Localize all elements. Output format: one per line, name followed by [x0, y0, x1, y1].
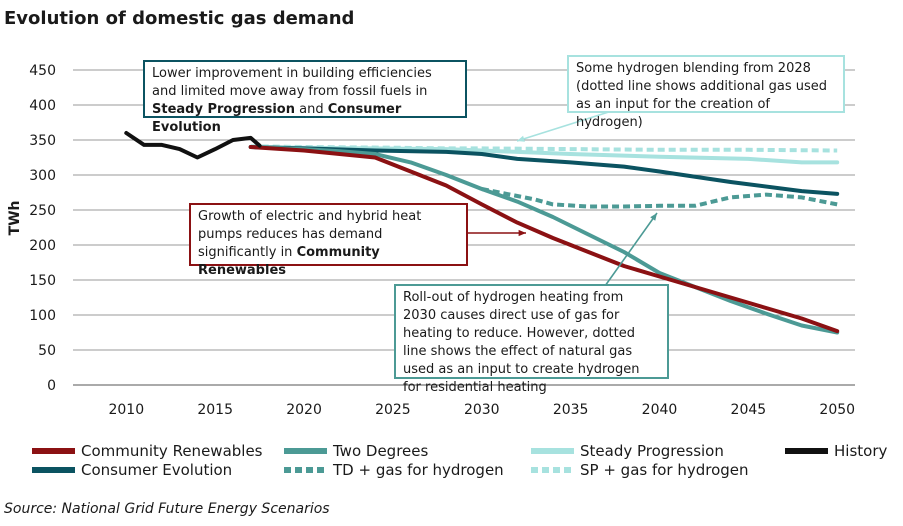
legend-label-history: History	[834, 442, 887, 460]
legend-label-two-degrees: Two Degrees	[332, 442, 428, 460]
y-tick-label: 50	[38, 343, 56, 359]
series-line-consumer	[248, 145, 840, 196]
annotation-bold-consumer: Consumer Evolution	[152, 102, 402, 135]
arrow-hydrogen-heating-head	[650, 213, 657, 221]
annotation-hydrogen-heating: Roll-out of hydrogen heating from 2030 c…	[394, 284, 669, 395]
x-tick-label: 2045	[731, 402, 767, 418]
annotation-text-mid: and	[295, 102, 328, 117]
legend-label-steady: Steady Progression	[580, 442, 724, 460]
legend: Community Renewables Two Degrees Steady Pr…	[32, 442, 887, 479]
annotation-text: Some hydrogen blending from 2028 (dotted…	[576, 61, 828, 130]
legend-label-consumer: Consumer Evolution	[81, 461, 232, 479]
x-tick-label: 2050	[819, 402, 855, 418]
y-tick-label: 400	[29, 98, 56, 114]
annotation-heat-pumps: Growth of electric and hybrid heat pumps…	[189, 203, 468, 278]
series-line-two-degrees	[248, 145, 840, 335]
annotation-text: Roll-out of hydrogen heating from 2030 c…	[403, 290, 640, 395]
legend-label-community: Community Renewables	[81, 442, 263, 460]
x-tick-label: 2010	[108, 402, 144, 418]
legend-label-sp-h2: SP + gas for hydrogen	[580, 461, 749, 479]
series-line-sp-h2	[250, 144, 838, 153]
y-tick-label: 0	[47, 378, 56, 394]
annotation-arrows	[468, 109, 658, 287]
x-tick-label: 2020	[286, 402, 322, 418]
x-tick-label: 2040	[642, 402, 678, 418]
x-tick-label: 2015	[197, 402, 233, 418]
source-note: Source: National Grid Future Energy Scen…	[4, 501, 330, 517]
series-lines	[124, 131, 840, 335]
y-tick-label: 450	[29, 63, 56, 79]
annotation-building-efficiency: Lower improvement in building efficienci…	[143, 60, 467, 135]
arrow-hydrogen-heating	[604, 212, 658, 287]
chart-title: Evolution of domestic gas demand	[4, 8, 354, 29]
y-tick-label: 250	[29, 203, 56, 219]
arrow-heat-pumps-head	[518, 229, 526, 237]
x-tick-labels: 2010 2015 2020 2025 2030 2035 2040 2045 2050	[108, 402, 855, 418]
arrow-hydrogen-blending-head	[517, 135, 525, 142]
arrow-hydrogen-blending	[516, 109, 616, 142]
y-tick-label: 150	[29, 273, 56, 289]
y-tick-label: 300	[29, 168, 56, 184]
x-tick-label: 2025	[375, 402, 411, 418]
x-tick-label: 2035	[553, 402, 589, 418]
annotation-hydrogen-blending: Some hydrogen blending from 2028 (dotted…	[567, 55, 845, 130]
annotation-text: Growth of electric and hybrid heat pumps…	[198, 209, 422, 260]
y-tick-label: 100	[29, 308, 56, 324]
series-line-td-h2	[481, 187, 838, 209]
y-tick-label: 350	[29, 133, 56, 149]
series-line-community	[248, 145, 840, 334]
y-tick-label: 200	[29, 238, 56, 254]
y-axis-label: TWh	[7, 201, 23, 236]
annotation-bold-steady: Steady Progression	[152, 102, 295, 117]
annotation-text: Lower improvement in building efficienci…	[152, 66, 432, 99]
annotation-bold-community: Community Renewables	[198, 245, 380, 278]
x-tick-label: 2030	[464, 402, 500, 418]
legend-label-td-h2: TD + gas for hydrogen	[332, 461, 504, 479]
series-line-history	[124, 131, 262, 160]
y-tick-labels: 0 50 100 150 200 250 300 350 400 450	[29, 63, 56, 394]
